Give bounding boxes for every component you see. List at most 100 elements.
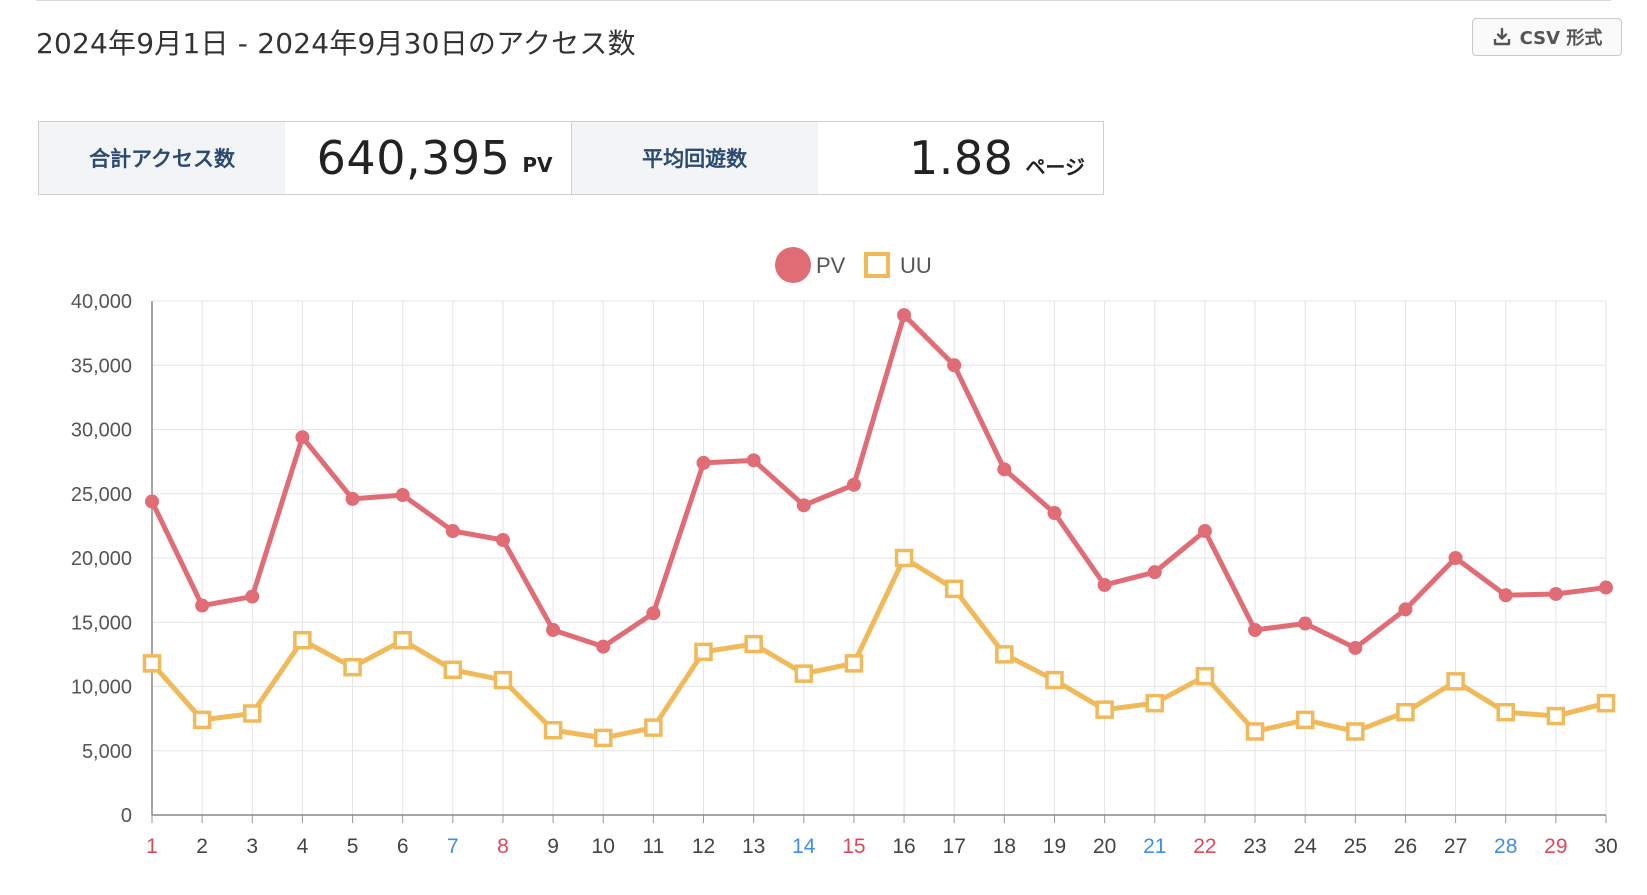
uu-point: [794, 664, 814, 683]
pv-point: [1348, 640, 1363, 655]
pv-point: [295, 430, 310, 445]
uu-point: [1195, 666, 1215, 686]
uu-point: [192, 710, 212, 730]
x-tick-label: 27: [1444, 835, 1467, 858]
uu-point: [894, 548, 914, 568]
y-tick-label: 15,000: [71, 612, 132, 634]
uu-point: [995, 645, 1014, 664]
pv-point: [796, 498, 811, 513]
y-tick-label: 10,000: [71, 677, 132, 699]
x-tick-label: 3: [246, 835, 258, 858]
x-tick-label: 4: [297, 835, 309, 858]
uu-point: [142, 654, 162, 673]
avg-pages-value: 1.88: [909, 131, 1014, 185]
x-tick-label: 23: [1243, 835, 1266, 858]
x-tick-label: 11: [642, 835, 664, 858]
download-icon: [1492, 27, 1512, 47]
uu-point: [243, 704, 262, 723]
y-tick-label: 0: [121, 805, 132, 827]
csv-button-label: CSV 形式: [1519, 28, 1603, 49]
x-tick-label: 9: [547, 835, 559, 858]
pv-point: [1248, 622, 1263, 637]
x-tick-label: 17: [943, 835, 966, 858]
pv-point: [696, 455, 711, 470]
x-tick-label: 19: [1043, 835, 1066, 858]
x-tick-label: 2: [196, 835, 208, 858]
uu-point: [1346, 722, 1365, 741]
pv-point: [445, 524, 460, 539]
pv-point: [395, 488, 410, 503]
pv-point: [596, 639, 611, 654]
pv-point: [1097, 577, 1112, 592]
legend-uu-label: UU: [900, 253, 932, 278]
x-tick-label: 14: [792, 835, 816, 858]
x-tick-label: 5: [347, 835, 359, 858]
x-tick-label: 7: [447, 835, 459, 858]
pv-point: [846, 477, 861, 492]
x-tick-label: 21: [1143, 835, 1166, 858]
csv-export-button[interactable]: CSV 形式: [1472, 18, 1622, 56]
x-tick-label: 13: [742, 835, 765, 858]
y-tick-label: 35,000: [71, 355, 132, 377]
pv-point: [1047, 506, 1062, 521]
uu-point: [393, 630, 412, 650]
pv-point: [145, 494, 159, 509]
uu-point: [744, 634, 763, 654]
y-tick-label: 20,000: [71, 548, 132, 570]
x-tick-label: 22: [1193, 835, 1216, 858]
x-tick-label: 10: [592, 835, 615, 858]
x-tick-label: 20: [1093, 835, 1116, 858]
total-access-label: 合計アクセス数: [39, 122, 286, 194]
x-tick-label: 6: [397, 835, 409, 858]
pv-point: [245, 589, 260, 604]
x-tick-label: 28: [1494, 835, 1517, 858]
pv-point: [1398, 602, 1413, 617]
pv-point: [1298, 616, 1313, 631]
summary-table: 合計アクセス数 640,395 PV 平均回遊数 1.88 ページ: [38, 121, 1104, 195]
avg-pages-label: 平均回遊数: [571, 122, 818, 194]
total-access-value: 640,395: [316, 131, 511, 185]
legend-uu-marker: [864, 252, 890, 278]
uu-point: [1045, 670, 1064, 690]
pv-point: [1548, 586, 1563, 601]
x-tick-label: 29: [1544, 835, 1567, 858]
pv-point: [345, 491, 360, 506]
uu-point: [1396, 702, 1415, 722]
pv-point: [546, 622, 561, 637]
pv-point: [1599, 580, 1613, 595]
summary-divider: [570, 122, 572, 194]
series-line-pv: [149, 312, 1609, 651]
y-tick-label: 25,000: [71, 484, 132, 506]
y-tick-label: 30,000: [71, 420, 132, 442]
x-tick-label: 16: [892, 835, 915, 858]
legend-pv-label: PV: [816, 253, 846, 278]
series-line-uu: [149, 555, 1609, 741]
page-title: 2024年9月1日 - 2024年9月30日のアクセス数: [36, 27, 636, 60]
pv-point: [746, 453, 761, 468]
x-tick-label: 18: [993, 835, 1016, 858]
pv-point: [1448, 551, 1463, 565]
uu-point: [293, 630, 312, 650]
pv-point: [495, 533, 510, 548]
total-access-unit: PV: [522, 153, 553, 177]
uu-point: [644, 718, 663, 737]
pv-point: [997, 462, 1012, 477]
x-tick-label: 24: [1293, 835, 1317, 858]
x-tick-label: 25: [1344, 835, 1367, 858]
pv-point: [1147, 565, 1162, 580]
uu-point: [694, 642, 713, 662]
uu-point: [443, 660, 463, 680]
pv-point: [1197, 524, 1212, 539]
pv-point: [1498, 588, 1513, 603]
x-tick-label: 12: [692, 835, 715, 858]
uu-point: [1095, 700, 1114, 719]
x-tick-label: 30: [1594, 835, 1617, 858]
uu-point: [1145, 693, 1165, 713]
uu-point: [1446, 672, 1465, 691]
uu-point: [543, 720, 563, 740]
top-divider: [36, 0, 1611, 1]
avg-pages-unit: ページ: [1025, 154, 1086, 179]
uu-point: [1496, 702, 1515, 722]
x-tick-label: 8: [497, 835, 509, 858]
uu-point: [944, 579, 964, 599]
